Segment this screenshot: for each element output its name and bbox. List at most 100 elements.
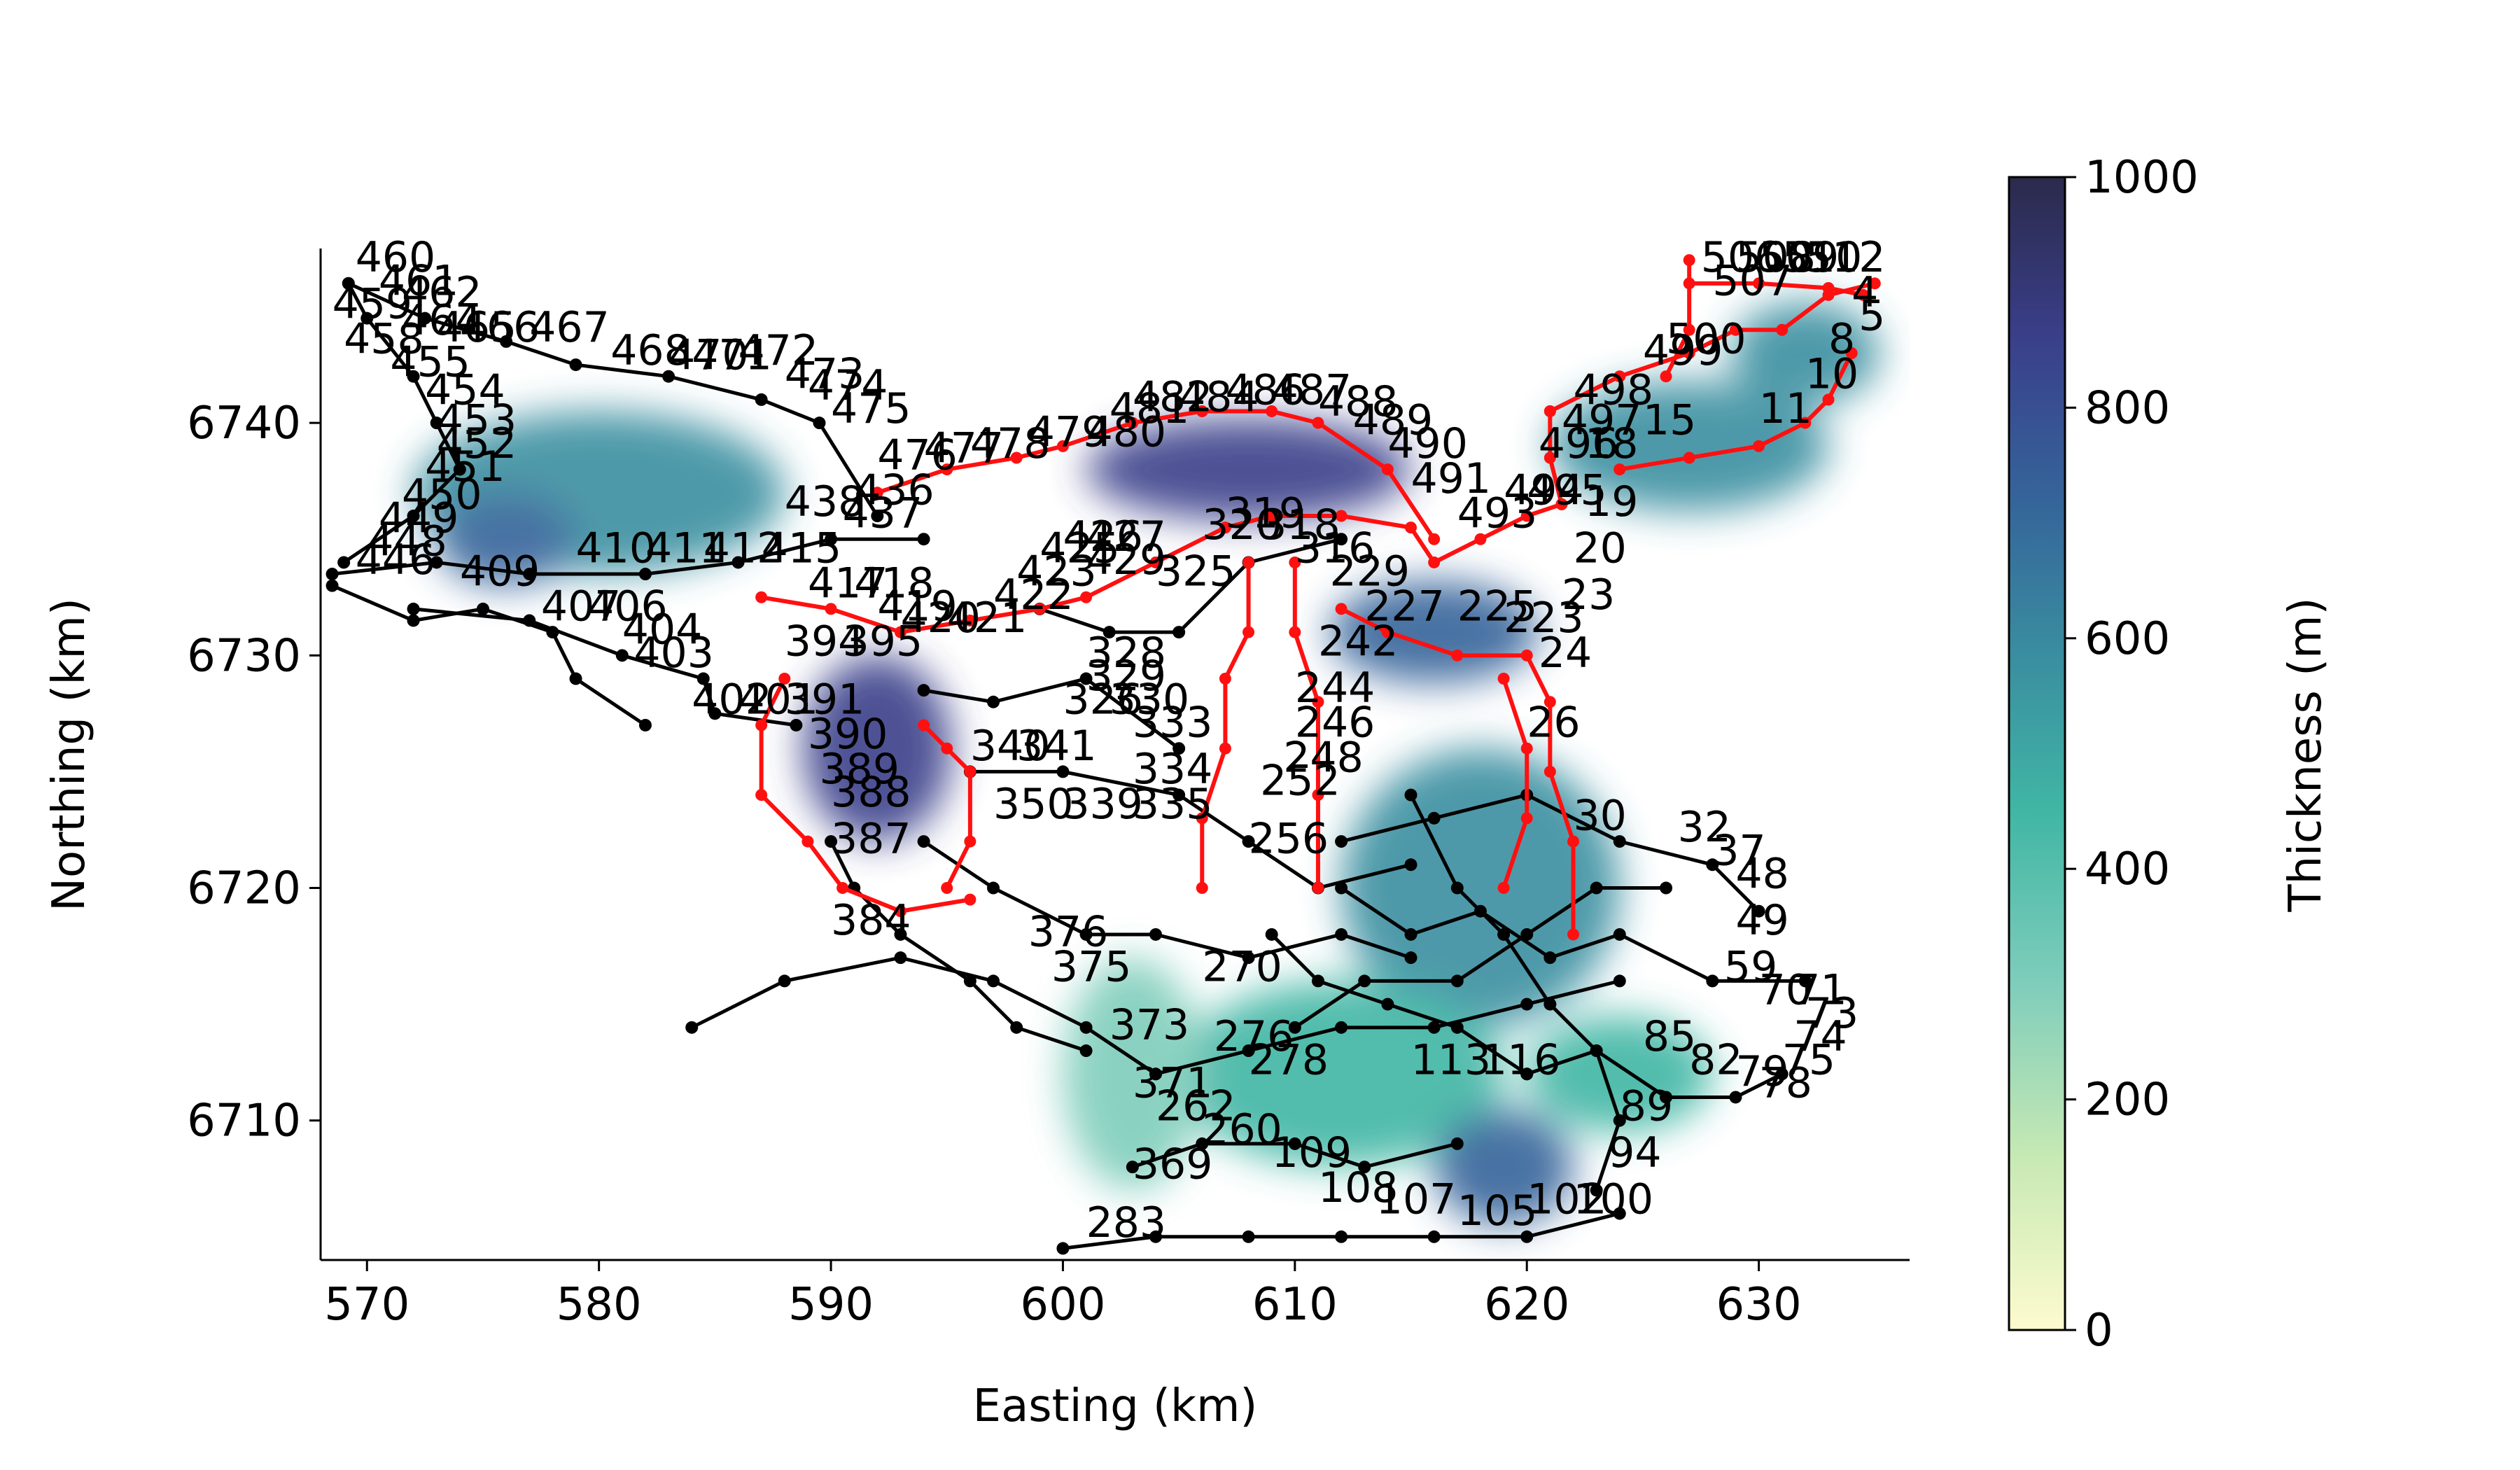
point-label: 341	[1016, 722, 1097, 771]
red-point	[1822, 393, 1835, 406]
black-point	[1427, 1021, 1441, 1034]
point-label: 325	[1156, 547, 1236, 596]
red-boundary	[1340, 607, 1576, 934]
black-point	[825, 835, 838, 848]
point-label: 384	[831, 896, 911, 945]
point-label: 319	[1225, 489, 1306, 538]
red-point	[755, 719, 768, 732]
black-point	[1520, 997, 1534, 1011]
red-point	[1544, 405, 1556, 418]
black-point	[894, 951, 907, 965]
black-point	[1335, 1021, 1348, 1034]
thickness-area	[436, 492, 576, 586]
point-label: 420	[900, 594, 981, 643]
black-point	[790, 718, 803, 732]
point-label: 248	[1283, 733, 1364, 782]
point-label: 449	[379, 493, 459, 542]
red-point	[1753, 277, 1765, 290]
red-point	[1381, 626, 1394, 638]
point-label: 472	[738, 326, 818, 375]
black-point	[1520, 927, 1534, 941]
point-label: 270	[1202, 942, 1282, 991]
point-label: 350	[993, 780, 1074, 829]
point-label: 495	[1527, 465, 1607, 514]
point-label: 490	[1387, 419, 1468, 468]
x-tick-label: 610	[1252, 1279, 1338, 1331]
black-point	[732, 556, 745, 569]
red-point	[1196, 405, 1208, 418]
red-point	[755, 591, 768, 603]
red-point	[1845, 346, 1858, 359]
black-point	[337, 556, 351, 569]
red-point	[941, 463, 953, 476]
point-label: 30	[1573, 791, 1626, 840]
point-label: 402	[692, 675, 772, 724]
red-boundary	[1689, 281, 1864, 298]
black-point	[476, 602, 489, 615]
point-label: 480	[1086, 407, 1167, 456]
red-point	[1219, 522, 1231, 534]
point-label: 340	[970, 722, 1051, 771]
black-line	[1155, 979, 1620, 1076]
point-label: 411	[645, 524, 726, 573]
black-point	[825, 533, 838, 546]
colorbar-ticks: 0 200 400 600 800 1000	[2065, 152, 2199, 1357]
colorbar-label: Thickness (m)	[2280, 598, 2332, 913]
black-point	[453, 463, 466, 476]
point-label: 476	[877, 431, 958, 480]
point-label: 23	[1562, 570, 1615, 620]
point-label: 417	[808, 559, 888, 608]
colorbar-tick-label: 0	[2085, 1305, 2113, 1357]
point-label: 410	[576, 524, 657, 573]
colorbar-tick-label: 1000	[2085, 152, 2199, 204]
black-point	[1404, 951, 1418, 965]
black-point	[1079, 672, 1093, 685]
black-point	[708, 707, 722, 720]
point-label: 506	[1701, 233, 1782, 282]
red-point	[1289, 556, 1301, 568]
black-point	[987, 974, 1000, 988]
point-label: 475	[831, 384, 911, 433]
black-point	[1056, 765, 1070, 778]
point-label: 454	[425, 366, 505, 415]
point-label: 406	[587, 582, 668, 631]
point-label: 489	[1353, 396, 1434, 445]
x-tick-label: 590	[788, 1279, 874, 1331]
point-label: 19	[1585, 477, 1638, 526]
point-label: 394	[785, 617, 865, 666]
point-label: 18	[1585, 419, 1638, 468]
point-label: 79	[1735, 1047, 1788, 1096]
thickness-area	[1063, 958, 1203, 1191]
x-tick-label: 600	[1020, 1279, 1105, 1331]
red-point	[1868, 277, 1881, 290]
black-point	[1590, 1184, 1603, 1197]
black-point	[894, 927, 907, 941]
red-point	[825, 603, 837, 615]
point-label: 484	[1179, 373, 1259, 422]
point-label: 471	[692, 331, 772, 380]
point-label: 467	[529, 303, 610, 352]
y-tick-label: 6720	[187, 863, 301, 915]
black-point	[778, 974, 791, 988]
thickness-area	[1329, 581, 1539, 684]
black-point	[1520, 1068, 1534, 1081]
point-label: 412	[704, 524, 784, 573]
black-point	[917, 684, 930, 697]
point-label: 278	[1249, 1035, 1329, 1084]
point-label: 496	[1539, 419, 1619, 468]
point-label: 508	[1735, 233, 1816, 282]
red-point	[1312, 789, 1324, 802]
red-point	[1149, 556, 1162, 568]
black-point	[407, 370, 420, 383]
black-point	[1102, 626, 1116, 639]
point-label: 494	[1504, 465, 1584, 514]
black-point	[1126, 1161, 1139, 1174]
point-label: 422	[993, 570, 1074, 620]
red-point	[1729, 323, 1742, 336]
point-label: 335	[1133, 780, 1213, 829]
point-label: 448	[367, 517, 447, 566]
red-point	[1822, 281, 1835, 294]
black-point	[1010, 1021, 1023, 1034]
red-point	[1567, 835, 1579, 848]
black-line	[829, 840, 1087, 1053]
